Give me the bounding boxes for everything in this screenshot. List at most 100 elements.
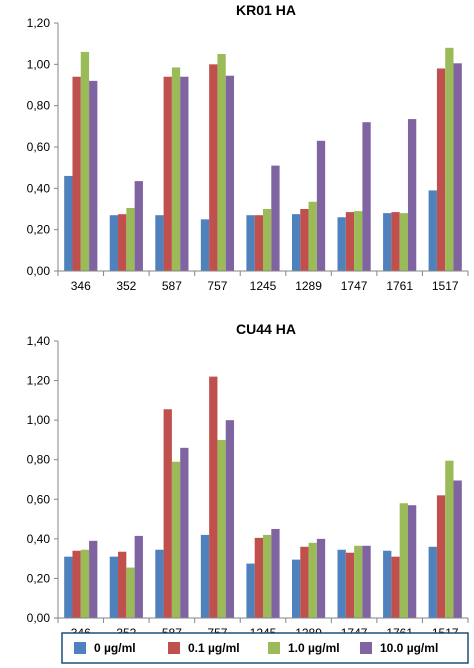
bar — [345, 212, 355, 271]
bar — [354, 545, 363, 618]
bar — [316, 538, 326, 618]
legend: 0 µg/ml 0.1 µg/ml 1.0 µg/ml 10.0 µg/ml — [61, 632, 469, 664]
bar — [200, 534, 210, 618]
legend-swatch — [268, 642, 280, 654]
bar — [300, 546, 309, 618]
bar — [308, 201, 317, 271]
y-tick-label: 1,20 — [27, 16, 51, 30]
legend-label: 0 µg/ml — [94, 641, 136, 655]
legend-swatch — [360, 642, 372, 654]
y-tick-label: 0,40 — [27, 532, 51, 546]
bar — [316, 140, 326, 271]
y-tick-label: 1,40 — [27, 334, 51, 348]
bar — [428, 546, 437, 618]
y-tick-label: 0,40 — [27, 181, 51, 195]
chart-title: KR01 HA — [236, 2, 296, 18]
bar — [89, 540, 98, 618]
bar — [436, 68, 446, 271]
bar — [407, 505, 417, 618]
bar — [72, 550, 81, 618]
bar — [453, 63, 462, 271]
bar — [354, 211, 363, 271]
x-tick-label: 1245 — [250, 279, 277, 293]
bar — [80, 549, 90, 618]
bar — [445, 460, 454, 618]
bar — [134, 535, 143, 618]
legend-swatch — [168, 642, 180, 654]
bar — [428, 190, 437, 271]
bar — [291, 559, 301, 618]
bar — [118, 551, 127, 618]
legend-label: 1.0 µg/ml — [288, 641, 340, 655]
bar — [453, 480, 462, 618]
bar — [391, 212, 400, 271]
bar — [109, 215, 119, 271]
y-tick-label: 0,00 — [27, 611, 51, 625]
bar — [383, 550, 392, 618]
bar — [109, 556, 119, 618]
bar — [300, 209, 309, 271]
bar — [72, 76, 81, 271]
bar — [337, 549, 346, 618]
bar — [383, 213, 392, 271]
bar — [271, 528, 280, 618]
bar — [64, 556, 73, 618]
y-tick-label: 0,60 — [27, 492, 51, 506]
bar — [246, 215, 255, 271]
bar — [134, 181, 143, 271]
chart-cu44-ha: CU44 HA 0,00 0,20 0,40 0,60 0,80 1,00 1,20 1,40… — [27, 321, 469, 640]
x-tick-label: 346 — [71, 279, 91, 293]
bar — [225, 420, 235, 618]
bar — [180, 447, 189, 618]
bar — [391, 556, 400, 618]
bar — [263, 534, 272, 618]
bar — [118, 214, 127, 271]
bar — [407, 119, 417, 271]
bar — [180, 76, 189, 271]
y-tick-label: 0,80 — [27, 99, 51, 113]
y-tick-label: 1,20 — [27, 374, 51, 388]
bar — [64, 175, 73, 271]
bar — [337, 217, 346, 271]
bar — [209, 64, 218, 271]
bar — [163, 76, 172, 271]
bar — [445, 47, 454, 271]
legend-box — [61, 632, 469, 664]
y-tick-label: 1,00 — [27, 57, 51, 71]
bar — [246, 563, 255, 618]
bar — [171, 461, 181, 618]
bar — [89, 80, 98, 272]
bar — [163, 409, 172, 618]
x-tick-label: 1517 — [432, 279, 459, 293]
bar — [225, 75, 235, 271]
bar — [254, 537, 263, 618]
y-tick-label: 0,20 — [27, 223, 51, 237]
bar — [80, 51, 90, 272]
x-tick-label: 352 — [116, 279, 136, 293]
legend-swatch — [74, 642, 86, 654]
bar — [345, 552, 355, 618]
bar — [399, 213, 408, 271]
bar — [308, 542, 317, 618]
bar — [217, 54, 226, 271]
x-tick-label: 757 — [207, 279, 227, 293]
y-tick-label: 0,80 — [27, 453, 51, 467]
chart-title: CU44 HA — [236, 321, 296, 337]
bar — [436, 495, 446, 618]
bar — [362, 122, 371, 271]
bar — [271, 165, 280, 271]
bar — [155, 549, 164, 618]
bar — [200, 219, 210, 271]
legend-label: 0.1 µg/ml — [188, 641, 240, 655]
bar — [399, 503, 408, 618]
x-tick-label: 1289 — [295, 279, 322, 293]
bar — [126, 567, 135, 618]
y-tick-label: 1,00 — [27, 413, 51, 427]
y-tick-label: 0,60 — [27, 140, 51, 154]
legend-label: 10.0 µg/ml — [380, 641, 438, 655]
x-tick-label: 1761 — [386, 279, 413, 293]
bar — [209, 376, 218, 618]
bar — [254, 215, 263, 271]
bar — [126, 207, 135, 271]
